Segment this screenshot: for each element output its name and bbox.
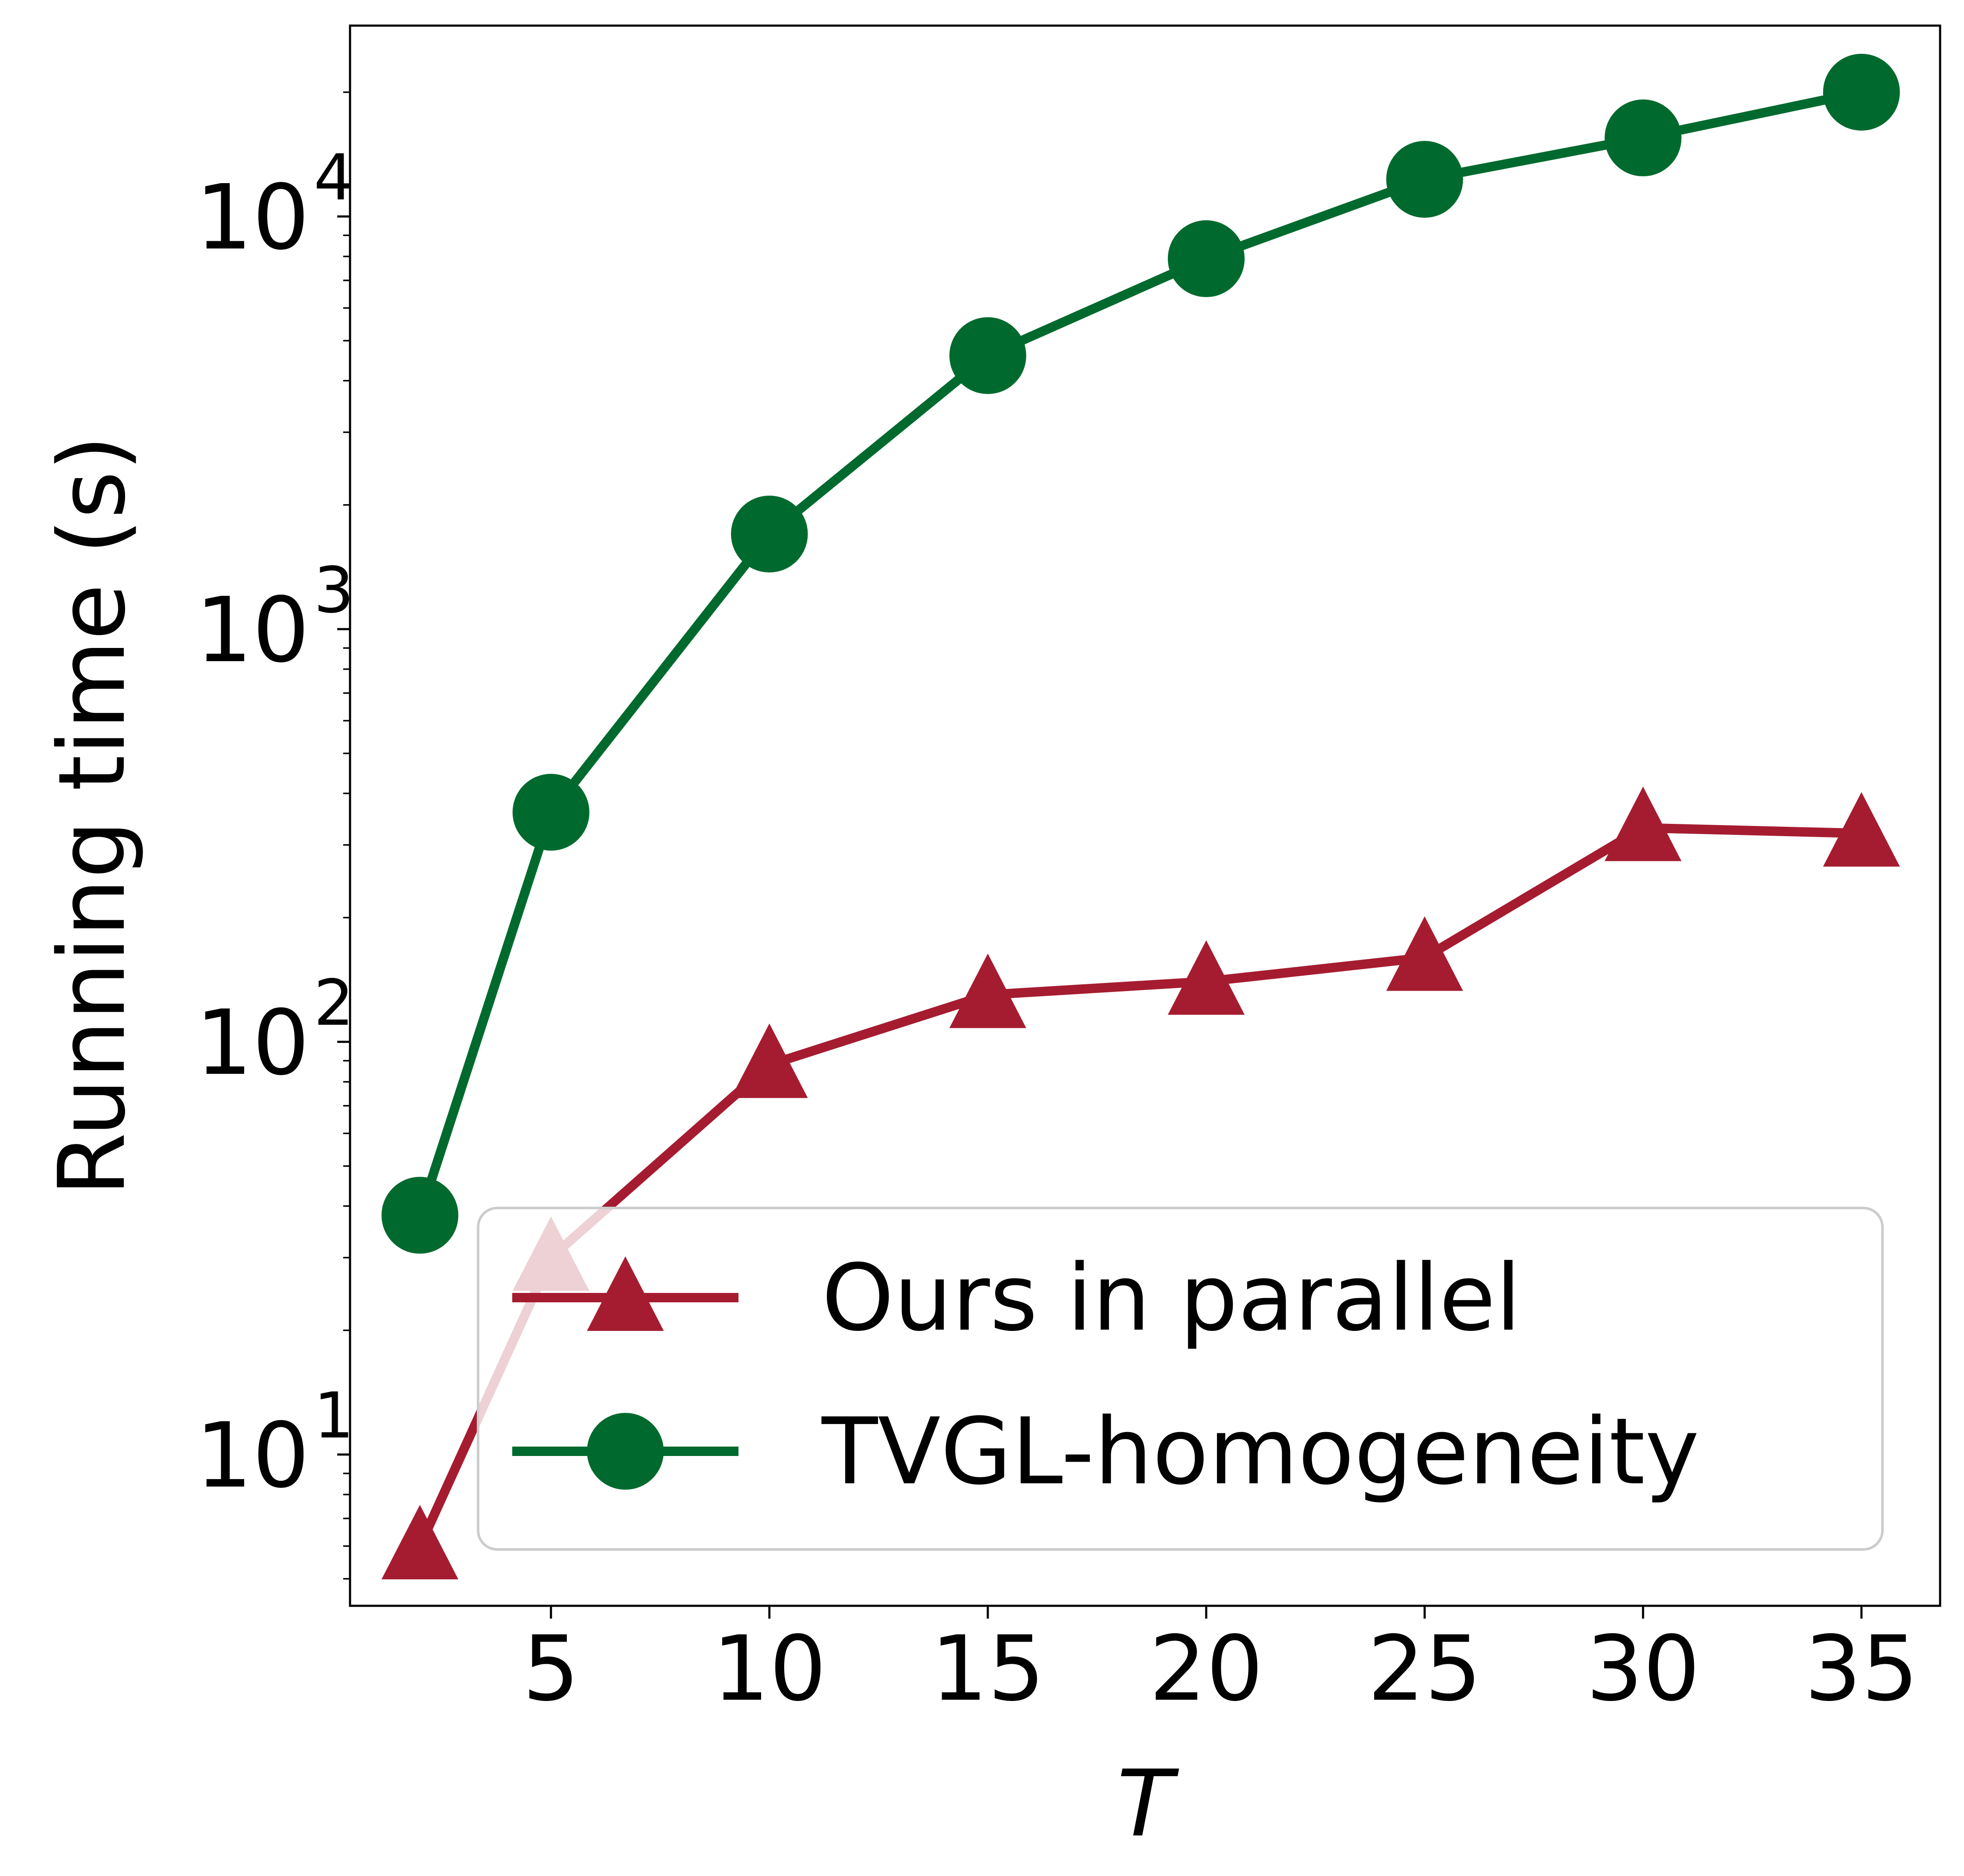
data-point	[949, 953, 1027, 1028]
data-point	[1605, 786, 1682, 861]
x-axis-label: T	[1117, 1750, 1179, 1857]
x-tick-label: 10	[712, 1616, 826, 1721]
plot-area	[381, 54, 1900, 1580]
legend-label: TVGL-homogeneity	[821, 1398, 1699, 1505]
x-tick-label: 5	[522, 1616, 580, 1721]
legend-marker	[587, 1256, 664, 1331]
y-tick-label: 10	[196, 1403, 309, 1508]
y-tick-label: 10	[196, 578, 309, 683]
y-tick-exponent: 3	[314, 554, 354, 627]
data-point	[1167, 940, 1245, 1015]
data-point	[731, 1023, 808, 1098]
series-tvgl-homogeneity	[381, 54, 1900, 1254]
legend-entry: TVGL-homogeneity	[512, 1398, 1699, 1505]
legend-box	[477, 1207, 1884, 1551]
x-tick-label: 20	[1149, 1616, 1263, 1721]
data-point	[1167, 220, 1245, 298]
y-tick-exponent: 4	[314, 141, 354, 214]
x-tick-label: 35	[1804, 1616, 1918, 1721]
x-tick-label: 30	[1586, 1616, 1700, 1721]
data-point	[1823, 792, 1900, 867]
data-point	[1386, 141, 1463, 218]
plot-frame	[349, 24, 1941, 1607]
y-tick-exponent: 2	[314, 966, 354, 1040]
legend-entry: Ours in parallel	[512, 1244, 1521, 1351]
x-tick-label: 25	[1368, 1616, 1482, 1721]
y-axis-label: Running time (s)	[38, 435, 146, 1196]
y-tick-exponent: 1	[314, 1379, 354, 1453]
legend-marker	[587, 1413, 664, 1490]
data-point	[381, 1505, 458, 1580]
data-point	[731, 496, 808, 573]
data-point	[1605, 99, 1682, 177]
data-point	[1823, 54, 1900, 131]
data-point	[512, 773, 589, 851]
series-line	[415, 88, 1863, 1217]
y-tick-label: 10	[196, 165, 309, 270]
data-point	[381, 1177, 458, 1254]
x-tick-label: 15	[931, 1616, 1045, 1721]
data-point	[949, 317, 1027, 394]
data-point	[1386, 916, 1463, 991]
y-tick-label: 10	[196, 991, 309, 1095]
legend: Ours in parallel TVGL-homogeneity	[477, 1207, 1884, 1551]
legend-label: Ours in parallel	[822, 1244, 1521, 1351]
